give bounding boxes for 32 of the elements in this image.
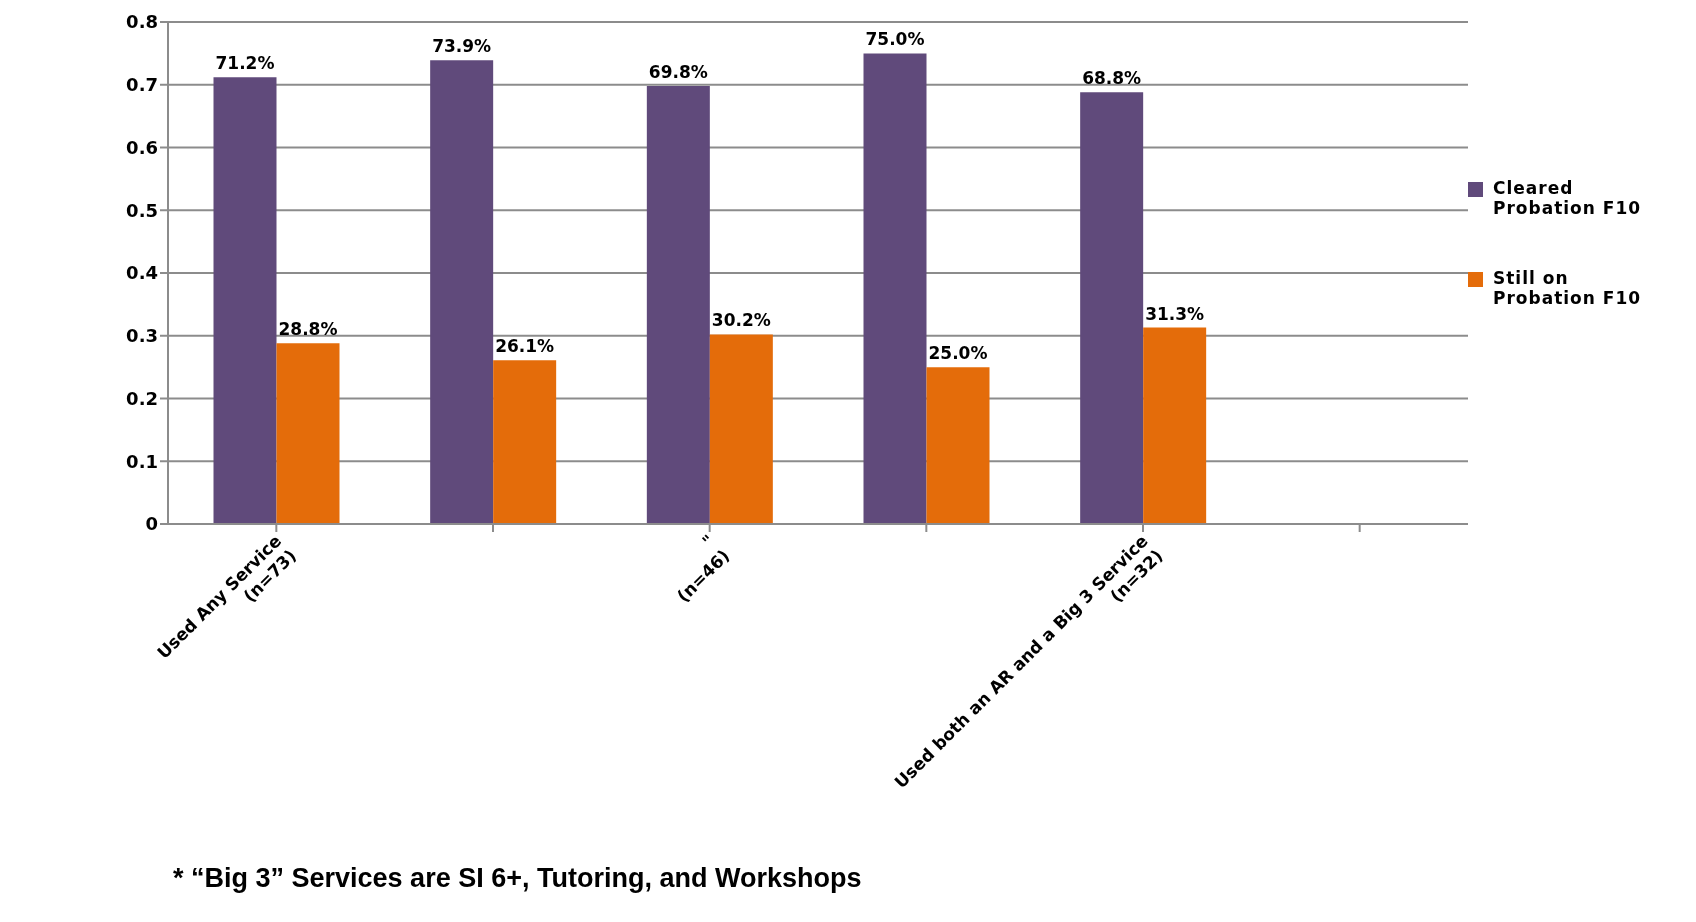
bar	[276, 343, 340, 524]
data-label: 75.0%	[865, 29, 925, 50]
data-label: 30.2%	[711, 310, 771, 331]
bar	[1143, 327, 1207, 524]
bar	[709, 334, 773, 524]
bar	[493, 360, 557, 524]
text: * “Big 3” Services are SI 6+, Tutoring, and Workshops	[173, 863, 862, 894]
bar	[926, 367, 990, 524]
y-tick-label: 0.7	[126, 74, 158, 96]
bar	[863, 53, 927, 524]
data-label: 69.8%	[648, 62, 708, 82]
y-tick-label: 0.3	[126, 325, 158, 347]
bar	[1080, 92, 1144, 524]
data-label: 25.0%	[928, 343, 988, 364]
y-tick-label: 0.4	[126, 262, 158, 284]
data-label: 73.9%	[432, 36, 492, 57]
legend-label: Still on Probation F10	[1493, 268, 1643, 308]
data-label: 68.8%	[1082, 68, 1142, 89]
y-tick-label: 0.8	[126, 11, 158, 33]
data-label: 26.1%	[495, 336, 555, 357]
y-tick-label: 0.1	[126, 450, 158, 472]
y-tick-label: 0.6	[126, 136, 158, 158]
legend-label: Cleared Probation F10	[1493, 178, 1643, 218]
bar	[646, 86, 710, 524]
data-label: 28.8%	[278, 319, 338, 340]
data-label: 71.2%	[215, 53, 275, 74]
bar	[213, 77, 277, 524]
y-tick-label: 0.5	[126, 199, 158, 221]
y-tick-label: 0.2	[126, 387, 158, 409]
y-tick-label: 0	[145, 513, 158, 535]
bar	[430, 60, 494, 524]
data-label: 31.3%	[1145, 303, 1205, 324]
